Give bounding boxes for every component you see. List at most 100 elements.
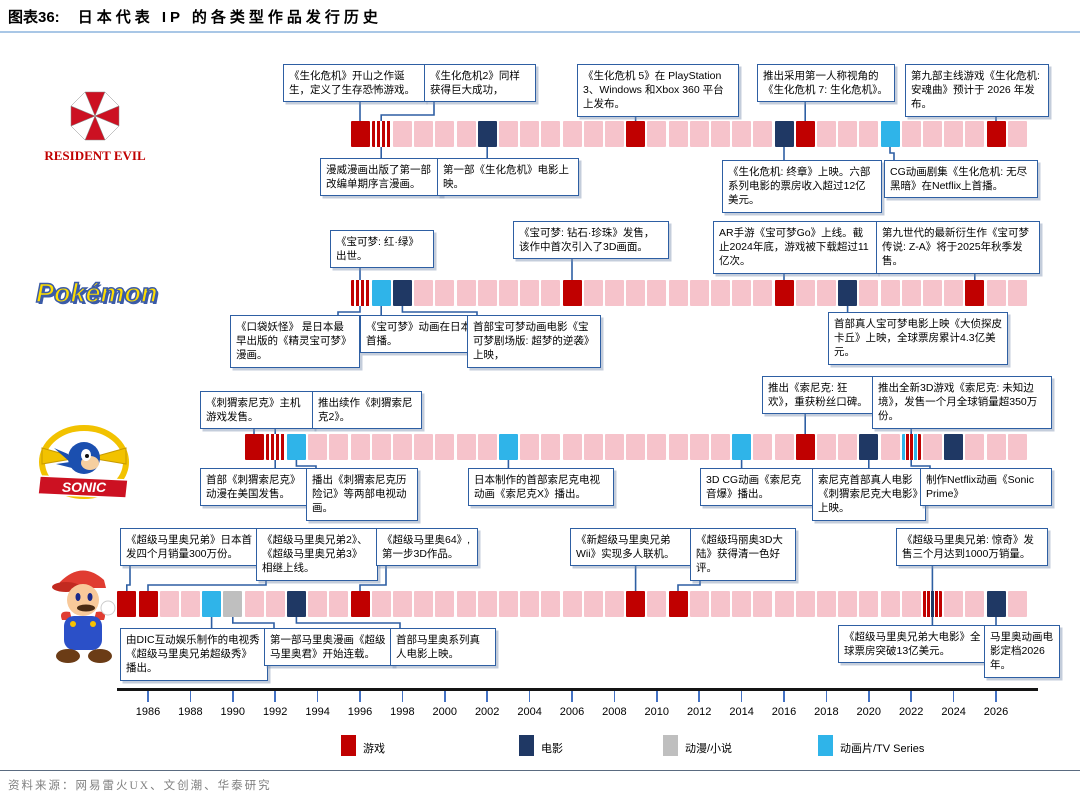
axis-tick-label: 1992 <box>262 706 288 718</box>
axis-tick <box>232 691 234 702</box>
timeline-cell <box>1007 280 1027 306</box>
timeline-cell <box>392 434 412 460</box>
axis-tick <box>783 691 785 702</box>
timeline-cell <box>689 434 709 460</box>
axis-tick <box>952 691 955 702</box>
annotation-box: 首部《刺猬索尼克》动漫在美国发售。 <box>200 468 310 507</box>
timeline-cell <box>435 591 455 617</box>
sonic-logo: SONIC <box>34 418 134 515</box>
timeline-cell <box>265 591 285 617</box>
timeline-cell <box>901 280 921 306</box>
timeline-cell <box>689 591 709 617</box>
annotation-box: 《宝可梦: 红·绿》出世。 <box>330 230 434 269</box>
timeline-cell <box>986 280 1006 306</box>
annotation-connector <box>126 566 131 593</box>
annotation-box: 《超级马里奥64》,第一步3D作品。 <box>376 528 478 567</box>
annotation-box: 漫威漫画出版了第一部改编单期序言漫画。 <box>320 158 442 197</box>
timeline-cell <box>647 434 667 460</box>
timeline-cell <box>944 121 964 147</box>
timeline-cell <box>541 434 561 460</box>
timeline-cell <box>922 280 942 306</box>
annotation-box: AR手游《宝可梦Go》上线。截止2024年底，游戏被下载超过11亿次。 <box>713 221 877 274</box>
axis-tick <box>740 691 743 702</box>
timeline-cell <box>456 121 476 147</box>
timeline-cell <box>435 434 455 460</box>
legend-label: 游戏 <box>363 743 385 755</box>
axis-tick <box>444 691 446 702</box>
axis-tick <box>825 691 828 702</box>
timeline-cell <box>710 280 730 306</box>
timeline-cell <box>350 280 370 306</box>
axis-tick <box>359 691 361 702</box>
timeline-cell <box>392 121 412 147</box>
annotation-box: 第一部《生化危机》电影上映。 <box>437 158 579 197</box>
timeline-cell <box>732 591 752 617</box>
axis-tick-label: 2022 <box>898 706 924 718</box>
annotation-box: 《生化危机》开山之作诞生，定义了生存恐怖游戏。 <box>283 64 425 103</box>
timeline-cell <box>626 434 646 460</box>
axis-tick-label: 1998 <box>390 706 415 718</box>
axis-tick-label: 2004 <box>517 706 542 718</box>
annotation-box: 《生化危机 5》在 PlayStation 3、Windows 和Xbox 36… <box>577 64 739 117</box>
axis-tick-label: 2014 <box>729 706 754 718</box>
timeline-cell <box>244 591 264 617</box>
axis-tick-label: 1996 <box>347 706 373 718</box>
timeline-cell <box>562 591 582 617</box>
timeline-cell <box>795 434 815 460</box>
annotation-box: 第九部主线游戏《生化危机: 安魂曲》预计于 2026 年发布。 <box>905 64 1049 117</box>
timeline-cell <box>583 434 603 460</box>
timeline-cell <box>562 280 582 306</box>
timeline-cell <box>541 280 561 306</box>
timeline-cell <box>498 280 518 306</box>
timeline-cell <box>456 434 476 460</box>
timeline-cell <box>477 121 497 147</box>
legend-swatch <box>818 735 833 756</box>
timeline-cell <box>286 591 306 617</box>
timeline-cell <box>498 121 518 147</box>
timeline-cell <box>520 434 540 460</box>
axis-tick-label: 2018 <box>814 706 839 718</box>
timeline-cell <box>689 280 709 306</box>
axis-tick <box>401 691 404 702</box>
axis-tick <box>528 691 531 702</box>
axis-tick <box>571 691 573 702</box>
timeline-cell <box>456 280 476 306</box>
annotation-box: 推出采用第一人称视角的《生化危机 7: 生化危机》。 <box>757 64 895 103</box>
timeline-cell <box>838 591 858 617</box>
legend-label: 动画片/TV Series <box>840 743 925 755</box>
timeline-cell <box>583 121 603 147</box>
legend-swatch <box>519 735 534 756</box>
timeline-cell <box>922 434 942 460</box>
timeline-cell <box>138 591 158 617</box>
timeline-cell <box>816 121 836 147</box>
timeline-cell <box>922 121 942 147</box>
annotation-box: 推出《索尼克: 狂欢》，重获粉丝口碑。 <box>762 376 874 415</box>
timeline-cell <box>1007 434 1027 460</box>
timeline-cell <box>414 280 434 306</box>
axis-tick <box>316 691 319 702</box>
annotation-box: 《生化危机2》同样获得巨大成功， <box>424 64 536 103</box>
umbrella-corp-icon: RESIDENT EVIL <box>44 91 146 163</box>
timeline-cell <box>732 121 752 147</box>
timeline-cell <box>753 280 773 306</box>
timeline-cell <box>986 434 1006 460</box>
mario-logo <box>42 558 124 671</box>
timeline-cell <box>710 434 730 460</box>
annotation-box: 《超级马里奥兄弟大电影》全球票房突破13亿美元。 <box>838 625 990 664</box>
timeline-cell <box>414 434 434 460</box>
timeline-cell <box>795 280 815 306</box>
annotation-box: 马里奥动画电影定档2026年。 <box>984 625 1060 678</box>
axis-tick <box>147 691 149 702</box>
axis-tick <box>486 691 488 702</box>
timeline-cell <box>350 434 370 460</box>
timeline-cell <box>774 121 794 147</box>
timeline-cell <box>838 434 858 460</box>
pokemon-logo-text: Pokémon <box>35 277 158 309</box>
timeline-cell <box>286 434 306 460</box>
axis-tick-label: 2020 <box>856 706 882 718</box>
axis-tick <box>656 691 658 702</box>
timeline-cell <box>795 591 815 617</box>
source-note: 资料来源：网易雷火UX、文创潮、华泰研究 <box>8 780 272 792</box>
timeline-cell <box>392 280 412 306</box>
footer-divider <box>0 770 1080 771</box>
